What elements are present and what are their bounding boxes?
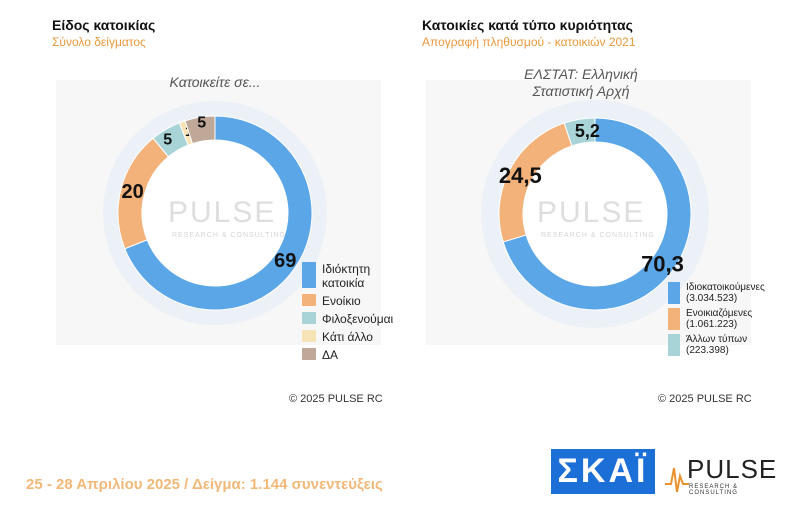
legend-swatch xyxy=(302,312,316,324)
left-watermark-sub: RESEARCH & CONSULTING xyxy=(172,232,286,239)
legend-item-2: Ενοίκιο xyxy=(302,294,412,308)
legend-swatch xyxy=(302,262,316,288)
slice-value-label-2: 20 xyxy=(122,181,144,203)
right-chart-subtitle: Απογραφή πληθυσμού - κατοικιών 2021 xyxy=(422,35,636,49)
legend-swatch xyxy=(302,330,316,342)
legend-label: Ιδιόκτητη κατοικία xyxy=(322,262,371,290)
right-watermark-sub: RESEARCH & CONSULTING xyxy=(541,232,655,239)
slice-value-label-2: 24,5 xyxy=(499,163,542,188)
donut-slice-5 xyxy=(184,115,216,145)
left-chart-title: Είδος κατοικίας xyxy=(52,17,156,33)
slice-value-label-1: 70,3 xyxy=(641,252,684,277)
legend-swatch xyxy=(668,334,680,356)
legend-item-1: Ιδιόκτητη κατοικία xyxy=(302,262,412,290)
right-donut-chart: 70,3 24,5 5,2 xyxy=(481,100,709,328)
right-legend: Ιδιοκατοικούμενες (3.034.523) Ενοικιαζόμε… xyxy=(668,282,783,360)
donut-slice-3 xyxy=(563,117,596,147)
donut-slice-1 xyxy=(124,115,313,311)
legend-label: Άλλων τύπων (223.398) xyxy=(686,334,748,356)
pulse-logo: PULSE RESEARCH & CONSULTING xyxy=(665,454,785,496)
legend-item-3: Φιλοξενούμαι xyxy=(302,312,412,326)
legend-label: ΔΑ xyxy=(322,348,339,362)
donut-slice-1 xyxy=(502,117,692,311)
slice-value-label-3: 5 xyxy=(163,131,172,148)
legend-swatch xyxy=(302,294,316,306)
right-chart-title: Κατοικίες κατά τύπο κυριότητας xyxy=(422,17,633,33)
left-credit: © 2025 PULSE RC xyxy=(289,393,383,405)
legend-label: Ενοικιαζόμενες (1.061.223) xyxy=(686,308,753,330)
legend-swatch xyxy=(302,348,316,360)
legend-swatch xyxy=(668,282,680,304)
donut-hole xyxy=(523,142,667,286)
left-watermark: PULSE xyxy=(168,196,277,229)
legend-label: Ιδιοκατοικούμενες (3.034.523) xyxy=(686,282,765,304)
slice-value-label-3: 5,2 xyxy=(575,121,600,141)
right-credit: © 2025 PULSE RC xyxy=(658,393,752,405)
legend-label: Ενοίκιο xyxy=(322,294,361,308)
footer-date-sample: 25 - 28 Απριλίου 2025 / Δείγμα: 1.144 συ… xyxy=(26,476,383,493)
skai-logo: ΣΚΑΪ xyxy=(551,449,655,494)
legend-item-5: ΔΑ xyxy=(302,348,412,362)
legend-item-2: Ενοικιαζόμενες (1.061.223) xyxy=(668,308,783,330)
legend-swatch xyxy=(668,308,680,330)
slice-value-label-1: 69 xyxy=(274,250,296,272)
legend-item-3: Άλλων τύπων (223.398) xyxy=(668,334,783,356)
legend-label: Φιλοξενούμαι xyxy=(322,312,394,326)
left-chart-subtitle: Σύνολο δείγματος xyxy=(52,35,146,49)
legend-item-4: Κάτι άλλο xyxy=(302,330,412,344)
pulse-logo-word: PULSE xyxy=(687,454,778,484)
left-chart-caption: Κατοικείτε σε... xyxy=(169,74,261,90)
right-watermark: PULSE xyxy=(537,196,646,229)
legend-item-1: Ιδιοκατοικούμενες (3.034.523) xyxy=(668,282,783,304)
left-donut-chart: 6920515 xyxy=(103,101,327,325)
slice-value-label-5: 5 xyxy=(197,115,206,132)
left-legend: Ιδιόκτητη κατοικία Ενοίκιο Φιλοξενούμαι Κάτ… xyxy=(302,262,412,366)
pulse-wave-icon xyxy=(665,467,689,493)
pulse-logo-sub: RESEARCH & CONSULTING xyxy=(689,484,739,496)
donut-hole xyxy=(142,140,288,286)
legend-label: Κάτι άλλο xyxy=(322,330,373,344)
right-chart-caption: ΕΛΣΤΑΤ: Ελληνική Στατιστική Αρχή xyxy=(524,66,638,99)
